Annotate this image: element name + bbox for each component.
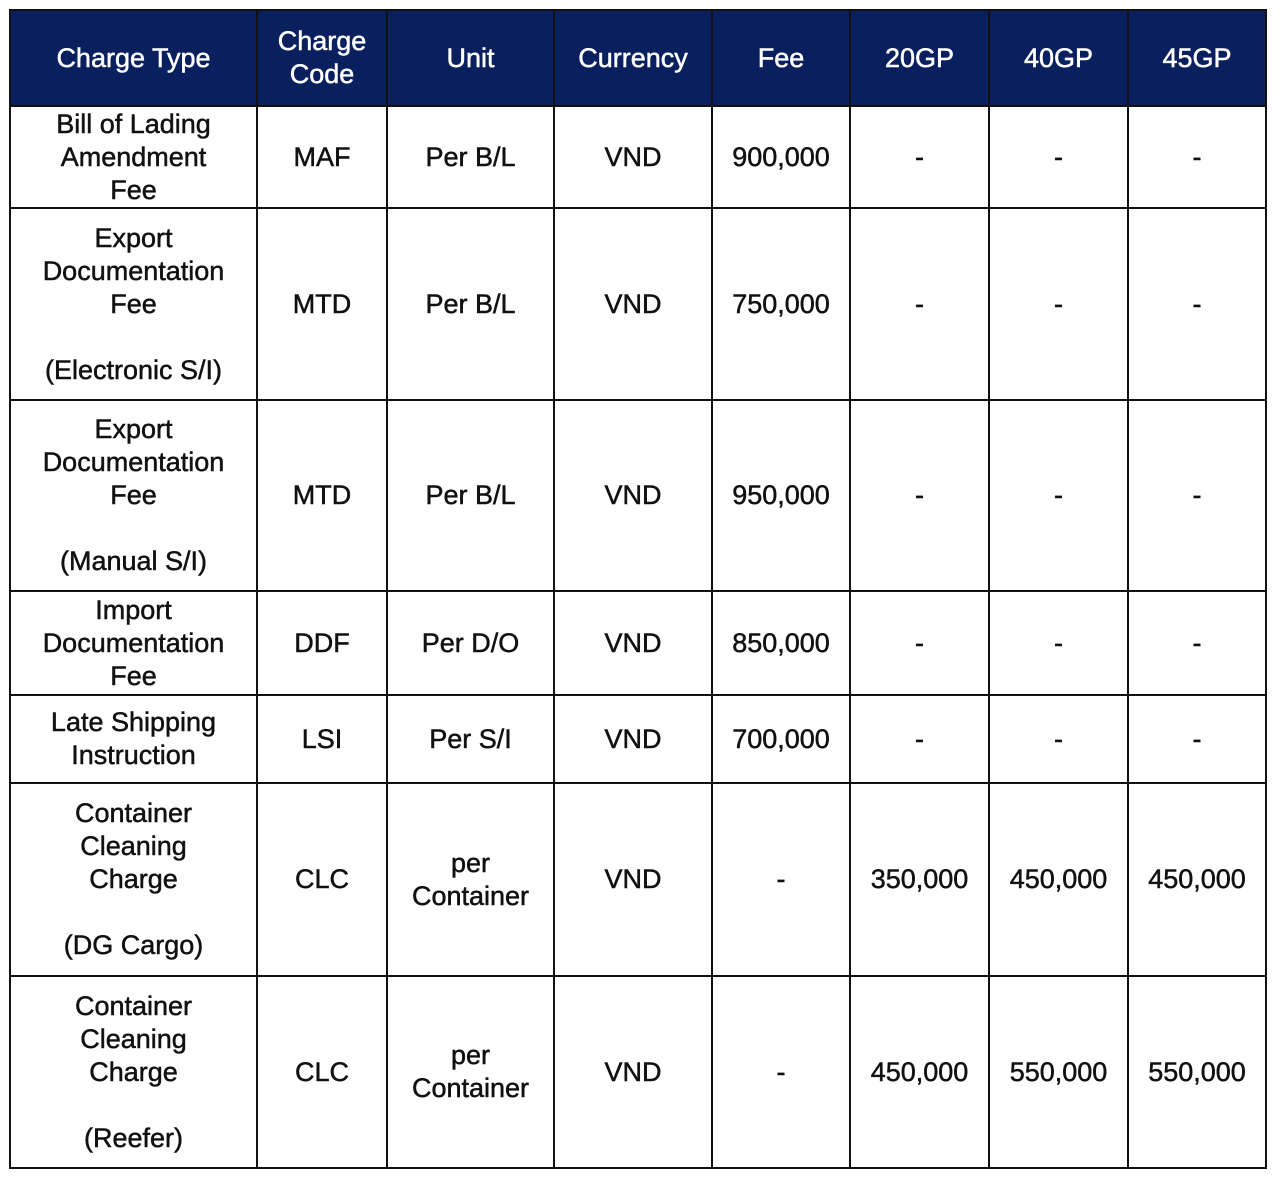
cell-40gp: -	[988, 105, 1129, 209]
cell-fee: 950,000	[711, 399, 851, 592]
cell-unit: per Container	[386, 975, 555, 1169]
cell-charge-code: LSI	[256, 694, 388, 784]
cell-charge-type: Bill of Lading Amendment Fee	[9, 105, 258, 209]
cell-40gp: -	[988, 694, 1129, 784]
table-row: Export Documentation Fee (Manual S/I) MTD…	[9, 399, 1267, 592]
header-fee: Fee	[711, 9, 851, 107]
cell-45gp: 550,000	[1127, 975, 1267, 1169]
cell-20gp: -	[849, 590, 990, 696]
cell-45gp: -	[1127, 207, 1267, 401]
cell-45gp: -	[1127, 590, 1267, 696]
header-unit: Unit	[386, 9, 555, 107]
cell-currency: VND	[553, 782, 713, 977]
cell-currency: VND	[553, 694, 713, 784]
cell-charge-type: Late Shipping Instruction	[9, 694, 258, 784]
table-row: Import Documentation Fee DDF Per D/O VND 850…	[9, 590, 1267, 696]
cell-unit: Per B/L	[386, 207, 555, 401]
cell-charge-code: MTD	[256, 399, 388, 592]
cell-45gp: -	[1127, 105, 1267, 209]
cell-charge-type: Export Documentation Fee (Manual S/I)	[9, 399, 258, 592]
table-row: Container Cleaning Charge (Reefer) CLC per…	[9, 975, 1267, 1169]
cell-40gp: 450,000	[988, 782, 1129, 977]
cell-45gp: -	[1127, 399, 1267, 592]
header-row: Charge Type Charge Code Unit Currency Fee 20G…	[9, 9, 1267, 107]
table-row: Container Cleaning Charge (DG Cargo) CLC p…	[9, 782, 1267, 977]
cell-fee: 850,000	[711, 590, 851, 696]
cell-currency: VND	[553, 590, 713, 696]
cell-charge-type: Container Cleaning Charge (Reefer)	[9, 975, 258, 1169]
cell-20gp: 450,000	[849, 975, 990, 1169]
header-charge-code: Charge Code	[256, 9, 388, 107]
cell-20gp: -	[849, 399, 990, 592]
table-row: Bill of Lading Amendment Fee MAF Per B/L VN…	[9, 105, 1267, 209]
cell-40gp: -	[988, 399, 1129, 592]
cell-charge-type: Export Documentation Fee (Electronic S/I…	[9, 207, 258, 401]
cell-unit: Per S/I	[386, 694, 555, 784]
header-45gp: 45GP	[1127, 9, 1267, 107]
cell-charge-type: Container Cleaning Charge (DG Cargo)	[9, 782, 258, 977]
cell-20gp: -	[849, 207, 990, 401]
cell-charge-code: DDF	[256, 590, 388, 696]
cell-charge-code: CLC	[256, 975, 388, 1169]
header-40gp: 40GP	[988, 9, 1129, 107]
cell-unit: Per B/L	[386, 399, 555, 592]
cell-40gp: 550,000	[988, 975, 1129, 1169]
cell-charge-type: Import Documentation Fee	[9, 590, 258, 696]
charges-table: Charge Type Charge Code Unit Currency Fee 20G…	[9, 9, 1267, 1169]
header-20gp: 20GP	[849, 9, 990, 107]
cell-fee: 750,000	[711, 207, 851, 401]
header-currency: Currency	[553, 9, 713, 107]
table-row: Export Documentation Fee (Electronic S/I…	[9, 207, 1267, 401]
cell-unit: Per B/L	[386, 105, 555, 209]
cell-20gp: -	[849, 694, 990, 784]
cell-currency: VND	[553, 207, 713, 401]
cell-40gp: -	[988, 590, 1129, 696]
cell-fee: 700,000	[711, 694, 851, 784]
cell-currency: VND	[553, 105, 713, 209]
cell-45gp: -	[1127, 694, 1267, 784]
cell-unit: Per D/O	[386, 590, 555, 696]
cell-currency: VND	[553, 975, 713, 1169]
header-charge-type: Charge Type	[9, 9, 258, 107]
cell-charge-code: CLC	[256, 782, 388, 977]
cell-fee: -	[711, 782, 851, 977]
cell-fee: -	[711, 975, 851, 1169]
cell-20gp: 350,000	[849, 782, 990, 977]
cell-20gp: -	[849, 105, 990, 209]
cell-charge-code: MTD	[256, 207, 388, 401]
cell-fee: 900,000	[711, 105, 851, 209]
cell-charge-code: MAF	[256, 105, 388, 209]
cell-45gp: 450,000	[1127, 782, 1267, 977]
cell-40gp: -	[988, 207, 1129, 401]
cell-unit: per Container	[386, 782, 555, 977]
cell-currency: VND	[553, 399, 713, 592]
table-row: Late Shipping Instruction LSI Per S/I VND 70…	[9, 694, 1267, 784]
